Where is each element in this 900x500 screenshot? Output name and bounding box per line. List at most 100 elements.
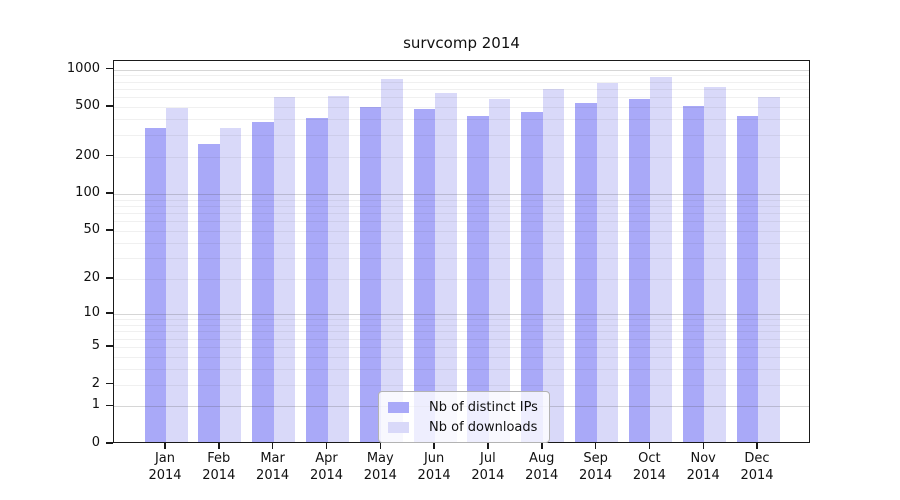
x-tick-mark-apr [325,443,328,449]
month-label: Aug [528,451,555,466]
gridline-40 [114,242,809,244]
gridline-30 [114,257,809,259]
x-tick-label-sep: Sep 2014 [564,450,628,484]
x-tick-mark-mar [271,443,274,449]
year-label: 2014 [740,468,774,483]
bar-distinct-ips-jul [467,115,489,442]
x-tick-mark-jul [487,443,489,449]
year-label: 2014 [579,468,613,483]
gridline-20 [114,279,809,280]
year-label: 2014 [632,468,666,483]
year-label: 2014 [363,468,397,483]
bar-downloads-jun [435,92,457,442]
gridline-80 [114,205,809,207]
y-tick-label-50: 50 [83,222,100,237]
gridline-800 [114,81,809,83]
year-label: 2014 [202,468,236,483]
y-tick-mark-1000 [106,67,113,70]
y-tick-mark-500 [106,105,113,107]
year-label: 2014 [686,468,720,483]
x-tick-label-may: May 2014 [348,450,412,484]
y-tick-mark-1 [106,404,113,407]
x-tick-mark-sep [594,443,597,449]
bar-downloads-nov [704,87,726,442]
month-label: Jul [480,451,496,466]
bar-distinct-ips-mar [252,121,274,442]
year-label: 2014 [471,468,505,483]
y-tick-mark-2 [106,382,113,385]
bar-downloads-oct [650,77,672,442]
plot-area [113,60,810,443]
x-tick-label-nov: Nov 2014 [671,450,735,484]
bar-distinct-ips-jun [413,109,436,442]
bar-distinct-ips-feb [198,143,220,442]
gridline-8 [114,325,809,326]
year-label: 2014 [525,468,559,483]
legend-label-downloads: Nb of downloads [429,419,538,435]
bar-downloads-dec [758,97,780,442]
bar-distinct-ips-aug [521,111,543,442]
bar-distinct-ips-dec [736,115,758,442]
chart-title: survcomp 2014 [403,34,520,52]
bar-downloads-jan [166,108,188,442]
gridline-4 [114,356,809,358]
y-tick-mark-0 [106,442,113,444]
gridline-60 [114,221,809,223]
y-tick-label-1000: 1000 [66,60,100,76]
y-tick-label-10: 10 [83,305,100,321]
year-label: 2014 [148,468,182,483]
y-tick-label-500: 500 [75,98,100,114]
bar-downloads-feb [219,127,242,442]
bar-downloads-aug [542,89,565,442]
x-tick-mark-jan [164,443,166,449]
gridline-900 [114,75,809,77]
y-tick-mark-20 [106,277,113,279]
gridline-100 [114,194,809,195]
x-tick-label-jan: Jan 2014 [133,450,197,484]
month-label: Apr [315,451,338,466]
bars-layer [114,61,809,442]
gridline-7 [114,331,809,333]
gridline-3 [114,368,809,370]
x-tick-mark-aug [541,443,543,449]
legend-item-distinct-ips: Nb of distinct IPs [388,397,538,417]
legend-item-downloads: Nb of downloads [388,417,538,437]
x-tick-label-jun: Jun 2014 [402,450,466,484]
bar-distinct-ips-may [359,107,382,442]
gridline-500 [114,107,809,109]
y-tick-mark-10 [106,312,113,314]
x-tick-mark-may [379,443,381,449]
y-tick-label-200: 200 [75,147,100,163]
month-label: Nov [690,451,716,466]
y-tick-label-0: 0 [91,435,100,450]
legend-swatch-distinct-ips [388,401,409,413]
y-tick-label-100: 100 [75,185,100,200]
x-tick-mark-nov [702,443,704,449]
gridline-600 [114,97,809,99]
bar-downloads-jul [488,99,511,442]
month-label: Feb [207,451,231,466]
bar-downloads-apr [327,95,349,442]
y-tick-label-20: 20 [83,270,100,285]
gridline-90 [114,199,809,201]
y-tick-mark-50 [106,229,113,231]
month-label: May [366,451,394,466]
gridline-400 [114,119,809,121]
gridline-5 [114,346,809,348]
month-label: Mar [260,451,285,466]
bar-downloads-mar [273,97,296,442]
year-label: 2014 [417,468,451,483]
x-tick-mark-oct [648,443,651,449]
legend-label-distinct-ips: Nb of distinct IPs [429,399,538,415]
x-tick-label-dec: Dec 2014 [725,450,789,484]
year-label: 2014 [309,468,344,483]
x-tick-mark-dec [756,443,758,449]
legend-swatch-downloads [388,421,409,433]
bar-distinct-ips-oct [628,99,651,442]
bar-downloads-may [381,79,403,442]
month-label: Jun [423,451,445,466]
gridline-50 [114,231,809,232]
gridline-200 [114,156,809,158]
bar-distinct-ips-apr [306,117,328,442]
y-tick-label-5: 5 [91,337,100,353]
